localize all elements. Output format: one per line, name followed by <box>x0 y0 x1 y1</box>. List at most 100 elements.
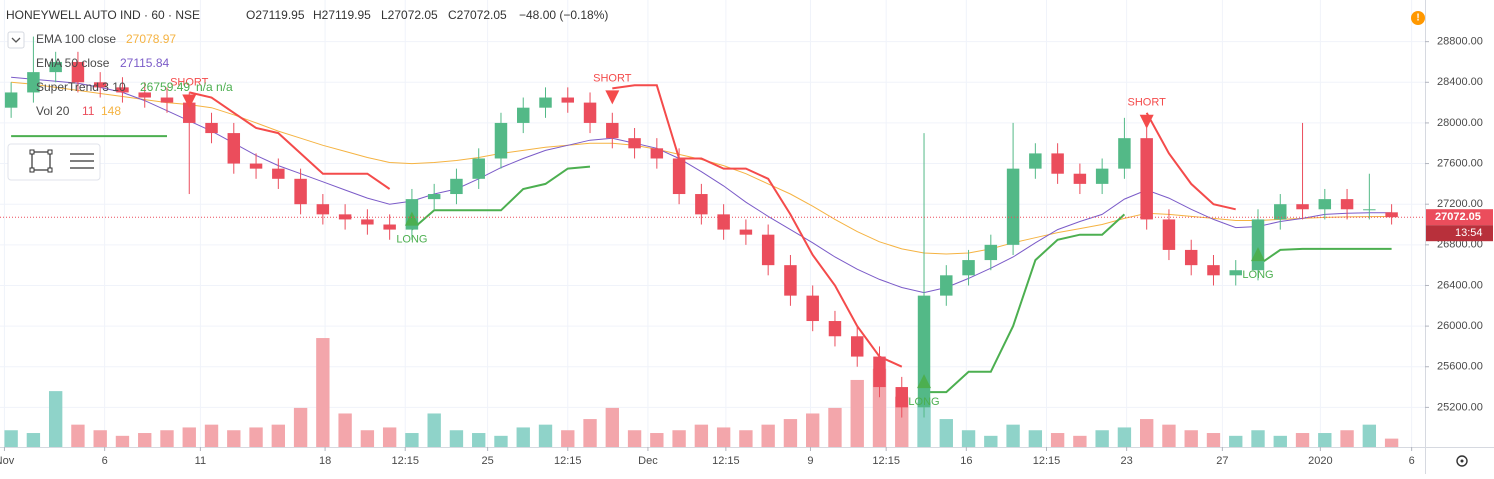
volume-bar <box>71 424 85 447</box>
legend-ema50-name: EMA 50 close <box>36 56 110 70</box>
candle-layer <box>4 36 1398 418</box>
candle-body <box>784 265 797 296</box>
candle-body <box>1340 199 1354 210</box>
volume-bar <box>895 396 909 447</box>
volume-layer <box>4 338 1399 447</box>
candle-body <box>761 234 775 266</box>
x-tick-label: 12:15 <box>391 455 419 467</box>
y-tick-label: 27600.00 <box>1437 157 1483 169</box>
y-tick-label: 26400.00 <box>1437 279 1483 291</box>
volume-bar <box>4 430 18 447</box>
volume-bar <box>1318 433 1332 447</box>
candle-body <box>1363 209 1376 211</box>
candle-body <box>71 61 85 83</box>
x-tick-label: 2020 <box>1308 455 1332 467</box>
x-tick-label: 6 <box>1409 455 1415 467</box>
candle-body <box>672 158 686 195</box>
candle-body <box>116 87 129 93</box>
candle-body <box>583 102 597 123</box>
axes: 25200.00 25600.00 26000.00 26400.00 26800.00… <box>0 36 1493 467</box>
candle-body <box>940 275 953 296</box>
candle-body <box>1051 153 1064 174</box>
volume-bar <box>472 433 486 447</box>
candle-body <box>1251 219 1265 271</box>
volume-bar <box>561 430 575 447</box>
volume-bar <box>338 413 352 447</box>
candle-body <box>917 295 931 408</box>
x-tick-label: 25 <box>481 455 493 467</box>
long-arrow <box>1251 247 1266 262</box>
candle-body <box>427 194 441 200</box>
long-arrow <box>404 211 419 226</box>
candle-body <box>828 321 842 337</box>
candle-body <box>1006 168 1020 245</box>
candle-body <box>1184 249 1198 266</box>
volume-bar <box>872 368 887 447</box>
x-tick-label: 11 <box>195 455 206 467</box>
x-tick-label: 18 <box>319 455 331 467</box>
x-tick-label: Dec <box>638 455 658 467</box>
volume-bar <box>1140 419 1154 447</box>
volume-bar <box>1184 430 1198 447</box>
candle-body <box>4 92 18 108</box>
candle-body <box>249 163 263 169</box>
short-label: SHORT <box>170 76 209 88</box>
x-tick-label: 27 <box>1216 455 1228 467</box>
short-arrow <box>1139 114 1154 129</box>
overlay-layer: SHORT LONG SHORT LONG SHORT LONG <box>0 72 1425 408</box>
ohlc-low: L27072.05 <box>381 8 438 22</box>
last-price-label: 27072.05 <box>1435 211 1481 223</box>
settings-tool[interactable] <box>70 153 94 169</box>
supertrend-up-line <box>1257 247 1392 267</box>
volume-bar <box>1384 438 1399 447</box>
volume-bar <box>605 407 619 447</box>
candle-body <box>539 97 552 108</box>
supertrend-up-line <box>411 165 591 231</box>
volume-bar <box>1095 430 1109 447</box>
volume-bar <box>1251 430 1265 447</box>
candle-body <box>1296 204 1309 210</box>
candle-body <box>895 387 908 408</box>
candle-body <box>294 178 307 205</box>
settings-gear[interactable] <box>1456 455 1468 467</box>
short-arrow <box>182 94 197 109</box>
volume-bar <box>360 430 375 447</box>
warning-icon[interactable]: ! <box>1411 11 1425 25</box>
toolbar-panel <box>7 143 101 181</box>
volume-bar <box>449 430 464 447</box>
candle-body <box>183 102 196 123</box>
x-tick-label: 12:15 <box>872 455 900 467</box>
candle-body <box>1029 153 1042 169</box>
volume-bar <box>1229 435 1243 447</box>
volume-bar <box>939 419 953 447</box>
x-tick-label: 23 <box>1121 455 1133 467</box>
countdown-label: 13:54 <box>1455 227 1483 239</box>
volume-bar <box>293 407 308 447</box>
volume-bar <box>1117 427 1132 447</box>
ema50-line <box>11 76 1392 294</box>
volume-bar <box>26 433 41 447</box>
volume-bar <box>850 379 864 447</box>
volume-bar <box>694 424 709 447</box>
legend-supertrend-extra: n/a n/a <box>196 80 233 94</box>
drawing-toolbar <box>7 143 101 181</box>
x-tick-label: 12:15 <box>1033 455 1061 467</box>
volume-bar <box>1050 433 1065 447</box>
candle-body <box>1095 168 1109 184</box>
rectangle-tool[interactable] <box>29 149 53 173</box>
volume-bar <box>115 435 130 447</box>
candle-body <box>806 295 819 322</box>
volume-bar <box>739 430 753 447</box>
candle-body <box>962 260 975 276</box>
volume-bar <box>1340 430 1354 447</box>
long-label: LONG <box>908 396 939 408</box>
candle-body <box>1274 204 1287 220</box>
countdown-box <box>1426 225 1493 242</box>
volume-bar <box>48 391 63 447</box>
x-tick-label: 12:15 <box>712 455 740 467</box>
legend-ema100-value: 27078.97 <box>126 32 176 46</box>
candle-body <box>561 97 575 103</box>
collapse-button[interactable] <box>7 31 25 49</box>
